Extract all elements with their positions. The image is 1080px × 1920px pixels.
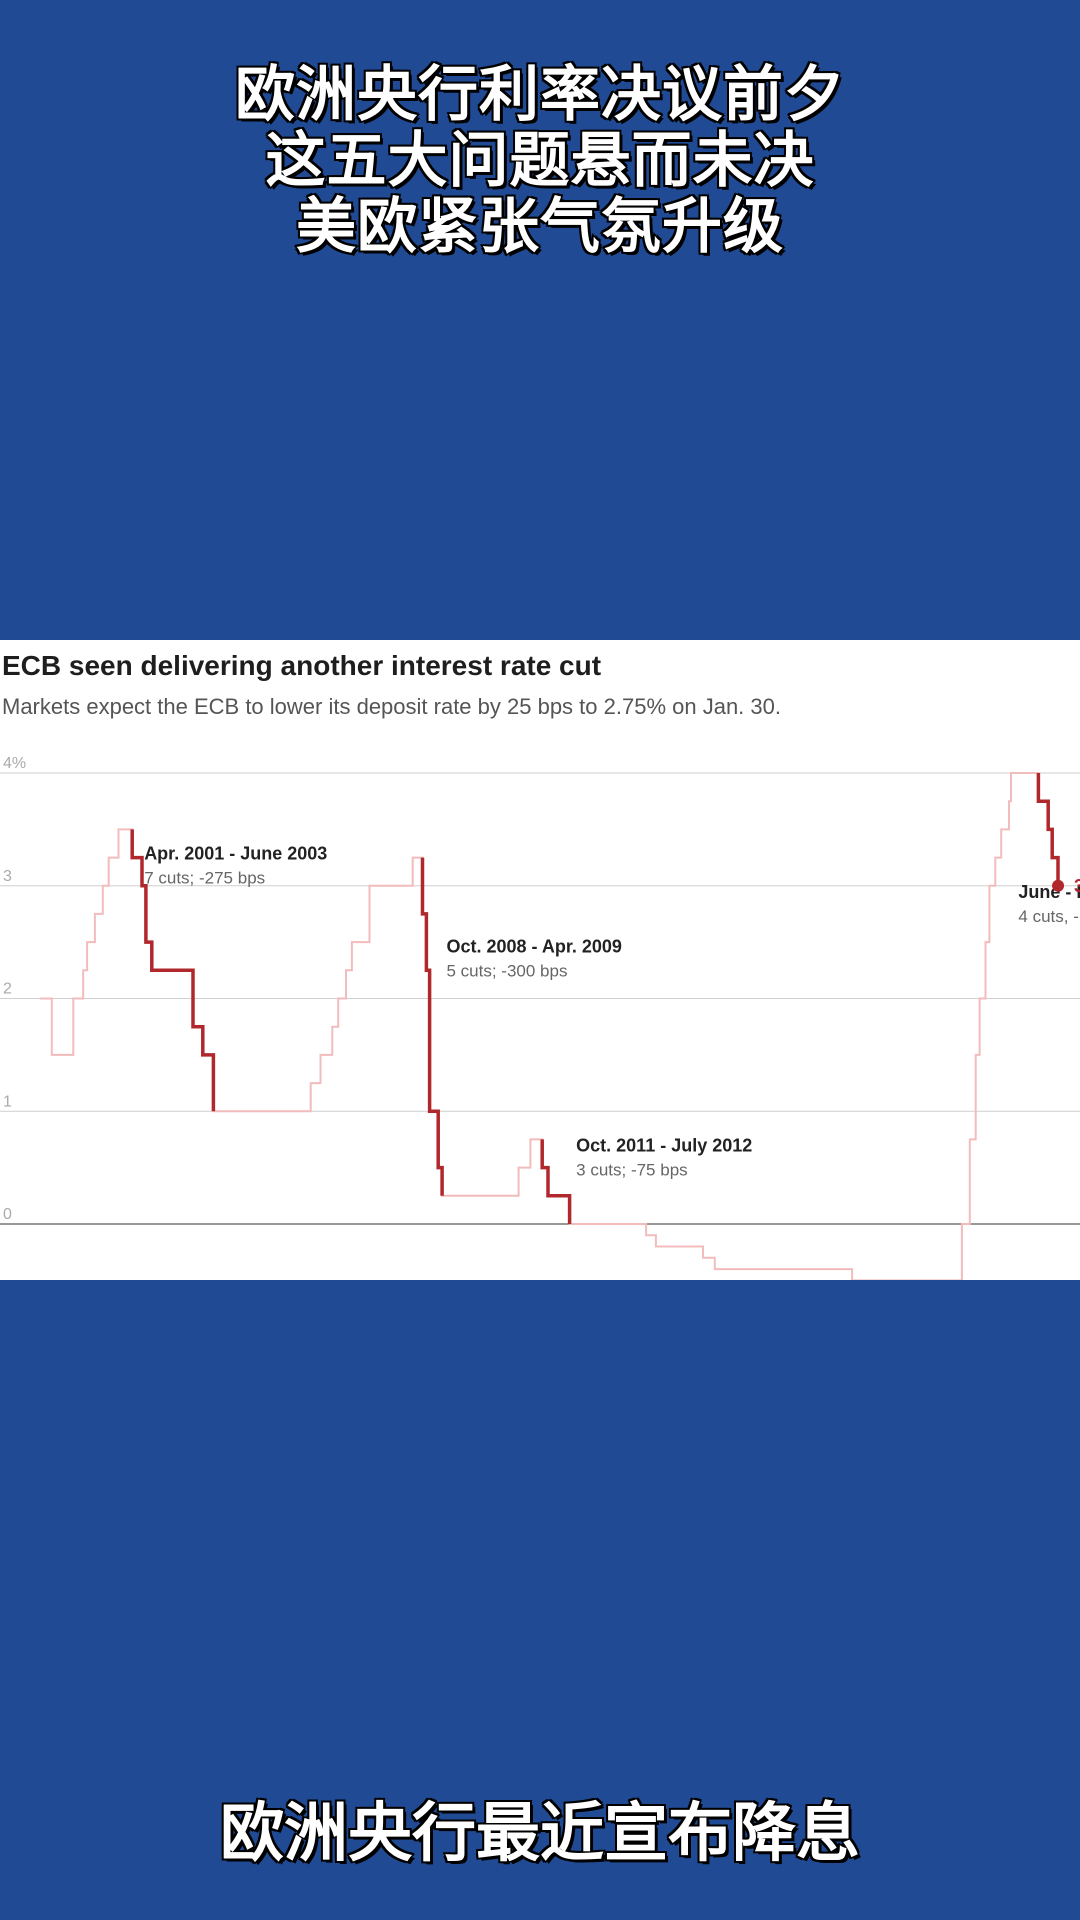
headline-line-3: 美欧紧张气氛升级 (295, 192, 785, 262)
cut-period-line (1036, 773, 1060, 886)
cut-period-detail: 5 cuts; -300 bps (447, 962, 568, 981)
cut-period-label: Oct. 2011 - July 2012 (576, 1135, 752, 1155)
chart-title: ECB seen delivering another interest rat… (2, 650, 602, 681)
cut-period-line (420, 857, 444, 1196)
cut-period-detail: 7 cuts; -275 bps (144, 868, 265, 887)
rate-chart: 4% 3 2 1 0 Apr. 2001 - June 2003 7 cuts; -275 … (0, 755, 1080, 1280)
y-tick-label: 4% (3, 755, 26, 772)
chart-card: 4% 3 2 1 0 Apr. 2001 - June 2003 7 cuts; -275 … (0, 640, 1080, 1280)
y-tick-label: 1 (3, 1093, 12, 1110)
headline-line-2: 这五大问题悬而未决 (264, 126, 815, 196)
y-tick-label: 0 (3, 1206, 12, 1223)
cut-period-label: June - Dec. 2024 (1018, 882, 1080, 902)
end-point-label: 3% (1074, 876, 1080, 896)
headline-line-1: 欧洲央行利率决议前夕 (234, 60, 846, 130)
caption-text: 欧洲央行最近宣布降息 (219, 1796, 862, 1873)
cut-period-detail: 3 cuts; -75 bps (576, 1160, 688, 1179)
cut-period-label: Apr. 2001 - June 2003 (144, 843, 327, 863)
cut-period-label: Oct. 2008 - Apr. 2009 (447, 937, 622, 957)
cut-period-line (540, 1139, 572, 1224)
cut-period-detail: 4 cuts, -100 bps (1018, 907, 1080, 926)
y-tick-label: 2 (3, 981, 12, 998)
cut-period-line (130, 829, 216, 1112)
end-point-marker (1052, 879, 1065, 892)
y-tick-label: 3 (3, 868, 12, 885)
chart-subtitle: Markets expect the ECB to lower its depo… (2, 694, 781, 719)
headline: 欧洲央行利率决议前夕 这五大问题悬而未决 美欧紧张气氛升级 (0, 60, 1080, 262)
